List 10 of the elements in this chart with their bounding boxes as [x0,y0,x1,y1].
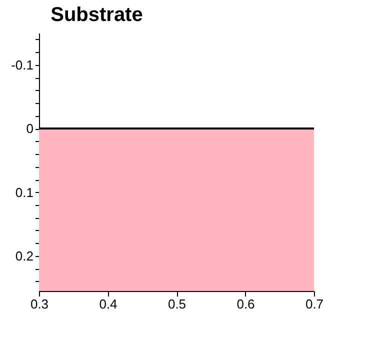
x-tick-label: 0.3 [30,296,49,312]
chart-title: Substrate [50,4,143,26]
x-tick-label: 0.6 [236,296,255,312]
x-tick-label: 0.5 [168,296,186,312]
y-tick-label: 0.2 [15,248,34,264]
x-tick-label: 0.4 [99,296,118,312]
y-tick-label: 0 [26,121,34,136]
x-tick-label: 0.7 [305,296,324,312]
y-tick-label: -0.1 [11,57,34,72]
y-tick-label: 0.1 [15,184,34,200]
